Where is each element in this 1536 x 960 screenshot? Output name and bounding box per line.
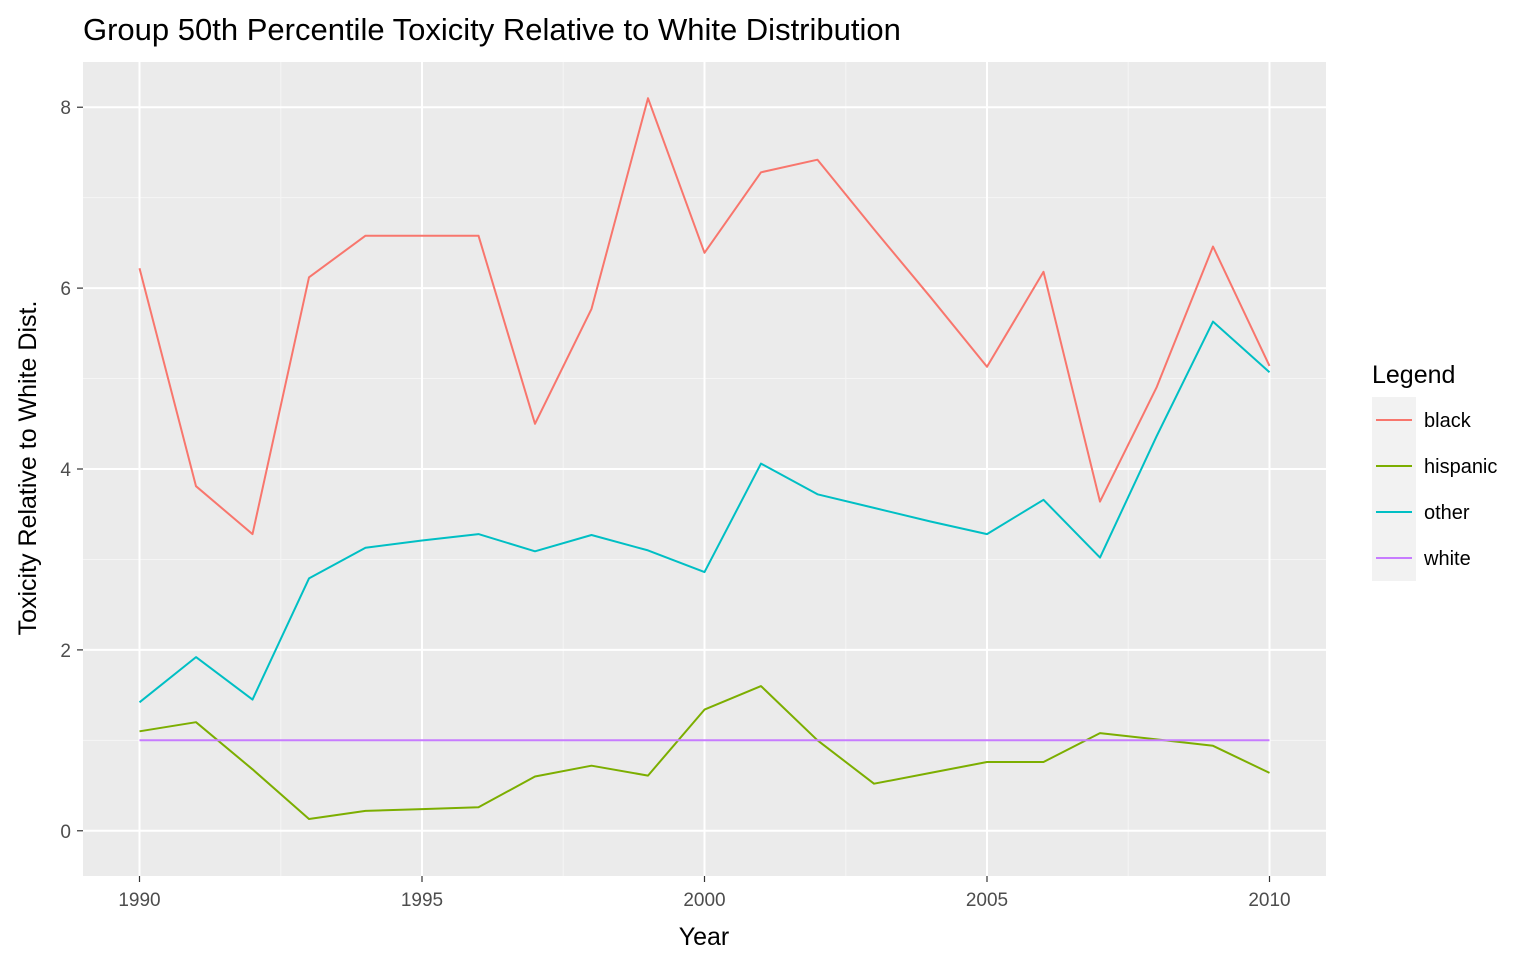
y-axis: 0 2 4 6 8 <box>60 98 83 843</box>
x-tick-label: 2005 <box>966 890 1008 911</box>
x-tick-label: 1990 <box>118 890 160 911</box>
legend-title: Legend <box>1372 361 1455 389</box>
y-tick-label: 8 <box>60 98 71 119</box>
series-lines <box>138 97 1271 820</box>
y-axis-title: Toxicity Relative to White Dist. <box>14 301 42 636</box>
y-tick-label: 4 <box>60 460 71 481</box>
chart-title: Group 50th Percentile Toxicity Relative … <box>83 12 901 47</box>
y-tick-label: 6 <box>60 279 71 300</box>
x-tick-label: 1995 <box>401 890 443 911</box>
x-axis: 1990 1995 2000 2005 2010 <box>118 876 1291 911</box>
legend: Legend black hispanic other white <box>1372 361 1497 581</box>
y-tick-label: 0 <box>60 822 71 843</box>
legend-label-black: black <box>1424 410 1472 432</box>
legend-label-hispanic: hispanic <box>1424 456 1497 478</box>
series-line-other <box>138 320 1271 704</box>
legend-label-white: white <box>1423 548 1471 570</box>
series-line-hispanic <box>139 685 1270 820</box>
series-line-black <box>138 97 1271 536</box>
x-axis-title: Year <box>679 923 730 951</box>
y-tick-label: 2 <box>60 641 71 662</box>
x-tick-label: 2010 <box>1248 890 1290 911</box>
x-tick-label: 2000 <box>683 890 725 911</box>
legend-label-other: other <box>1424 502 1470 524</box>
